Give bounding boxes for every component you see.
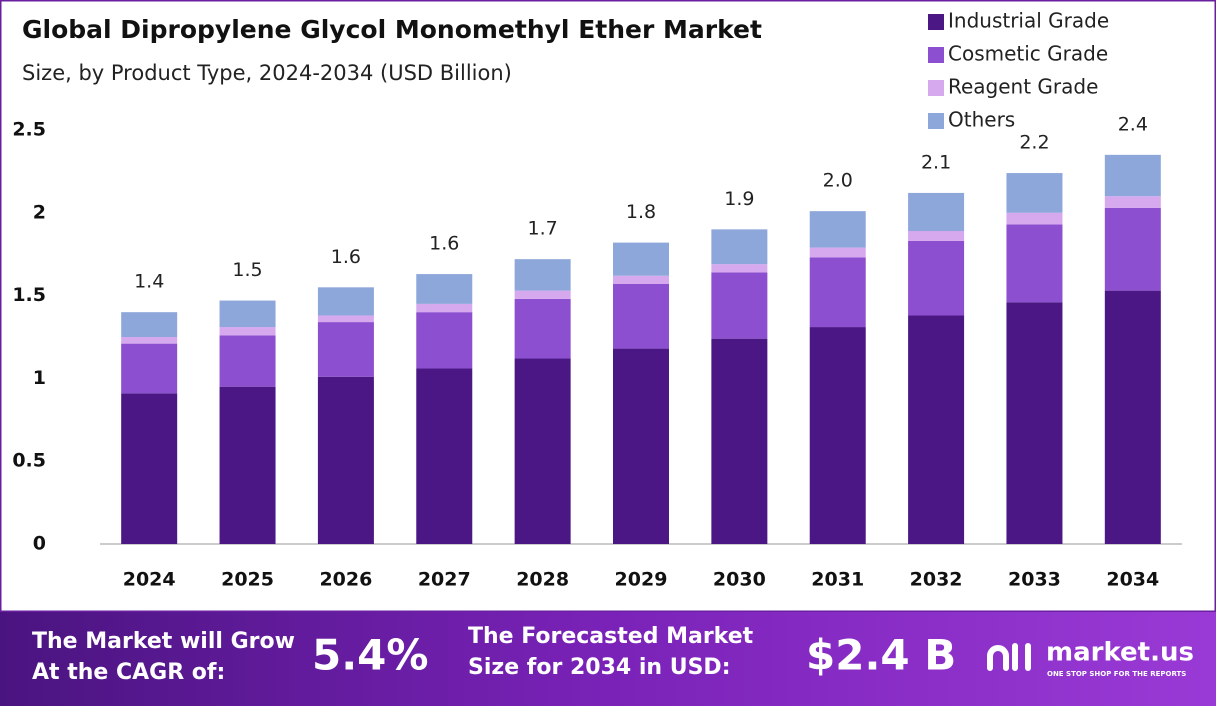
bar-segment <box>1006 302 1063 544</box>
bar-segment <box>317 287 374 316</box>
bar-segment <box>809 247 866 258</box>
x-tick-label: 2027 <box>418 569 471 591</box>
bar-segment <box>219 300 276 328</box>
bar-segment <box>1104 290 1161 544</box>
bar-segment <box>317 376 374 544</box>
total-label: 1.8 <box>626 201 656 223</box>
total-label: 2.1 <box>921 151 951 173</box>
legend-swatch <box>928 80 944 96</box>
bar-segment <box>416 312 473 369</box>
total-label: 1.6 <box>429 233 459 255</box>
bar-segment <box>514 259 571 291</box>
bar-segment <box>613 275 669 285</box>
total-label: 2.0 <box>823 170 853 192</box>
legend-swatch <box>928 47 944 63</box>
bar-segment <box>908 192 965 232</box>
bar-segment <box>1006 224 1063 303</box>
forecast-text: Size for 2034 in USD: <box>468 655 731 680</box>
forecast-value: $2.4 B <box>806 631 956 680</box>
forecast-text: The Forecasted Market <box>468 624 754 649</box>
bar-segment <box>613 242 669 276</box>
footer: The Market will Grow At the CAGR of: 5.4… <box>0 612 1216 706</box>
brand-logo <box>987 643 1031 671</box>
bar-segment <box>711 272 768 339</box>
x-tick-label: 2028 <box>516 569 569 591</box>
chart-title: Global Dipropylene Glycol Monomethyl Eth… <box>22 15 762 44</box>
y-tick-label: 0 <box>33 533 46 555</box>
bar-segment <box>1006 173 1063 213</box>
bar-segment <box>809 257 866 328</box>
bar-segment <box>1104 154 1161 197</box>
bar-segment <box>121 343 178 394</box>
x-tick-label: 2033 <box>1008 569 1061 591</box>
x-tick-label: 2024 <box>123 569 176 591</box>
brand: market.us <box>1046 638 1194 668</box>
bar-segment <box>809 211 866 248</box>
y-tick-label: 0.5 <box>12 450 46 472</box>
y-tick-label: 2.5 <box>12 119 46 141</box>
bar-segment <box>121 393 178 544</box>
bar-segment <box>1104 207 1161 291</box>
cagr-text: At the CAGR of: <box>32 660 225 685</box>
bar-segment <box>908 240 965 316</box>
bar-segment <box>908 315 965 544</box>
bar-segment <box>613 284 669 349</box>
legend-label: Others <box>948 108 1015 132</box>
bar-segment <box>711 338 768 544</box>
total-label: 1.4 <box>134 271 164 293</box>
total-label: 2.4 <box>1118 113 1148 135</box>
bar-segment <box>317 322 374 377</box>
bar-segment <box>219 386 276 544</box>
legend-label: Reagent Grade <box>948 75 1098 99</box>
legend-swatch <box>928 113 944 129</box>
bar-segment <box>121 312 178 337</box>
total-label: 1.5 <box>232 259 262 281</box>
total-label: 1.9 <box>724 188 754 210</box>
bar-segment <box>514 290 571 299</box>
bar-segment <box>1006 212 1063 225</box>
bar-segment <box>809 327 866 544</box>
chart-subtitle: Size, by Product Type, 2024-2034 (USD Bi… <box>22 61 512 85</box>
bar-segment <box>514 298 571 359</box>
cagr-value: 5.4% <box>312 631 428 680</box>
y-tick-label: 2 <box>33 201 46 223</box>
x-tick-label: 2030 <box>713 569 766 591</box>
x-tick-label: 2029 <box>615 569 668 591</box>
legend-label: Cosmetic Grade <box>948 42 1108 66</box>
x-tick-label: 2031 <box>811 569 864 591</box>
total-label: 2.2 <box>1019 132 1049 154</box>
cagr-text: The Market will Grow <box>32 629 295 654</box>
x-tick-label: 2032 <box>910 569 963 591</box>
bar-segment <box>711 229 768 265</box>
y-tick-label: 1.5 <box>12 284 46 306</box>
bar-segment <box>416 303 473 313</box>
legend-label: Industrial Grade <box>948 9 1109 33</box>
legend-swatch <box>928 14 944 30</box>
bar-segment <box>908 231 965 241</box>
x-tick-label: 2025 <box>221 569 274 591</box>
bar-segment <box>219 327 276 336</box>
x-tick-label: 2026 <box>319 569 372 591</box>
bar-segment <box>416 368 473 544</box>
y-tick-label: 1 <box>33 367 46 389</box>
bar-segment <box>613 348 669 544</box>
bar-segment <box>416 274 473 304</box>
bar-segment <box>317 315 374 323</box>
brand-tagline: ONE STOP SHOP FOR THE REPORTS <box>1047 670 1186 678</box>
bar-segment <box>711 264 768 273</box>
bar-segment <box>121 337 178 344</box>
total-label: 1.7 <box>528 218 558 240</box>
bar-segment <box>219 335 276 387</box>
bar-segment <box>514 358 571 544</box>
total-label: 1.6 <box>331 246 361 268</box>
x-tick-label: 2034 <box>1106 569 1159 591</box>
bar-segment <box>1104 196 1161 208</box>
